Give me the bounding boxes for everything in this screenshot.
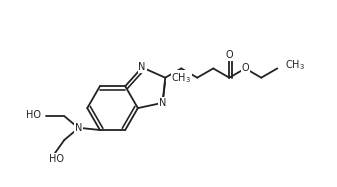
Text: CH$_3$: CH$_3$ [284,59,305,72]
Text: HO: HO [26,110,41,120]
Text: N: N [139,62,146,72]
Text: O: O [242,63,249,73]
Text: N: N [159,98,166,108]
Text: N: N [75,123,82,133]
Text: O: O [225,50,233,60]
Text: CH$_3$: CH$_3$ [171,71,191,85]
Text: HO: HO [49,154,64,164]
